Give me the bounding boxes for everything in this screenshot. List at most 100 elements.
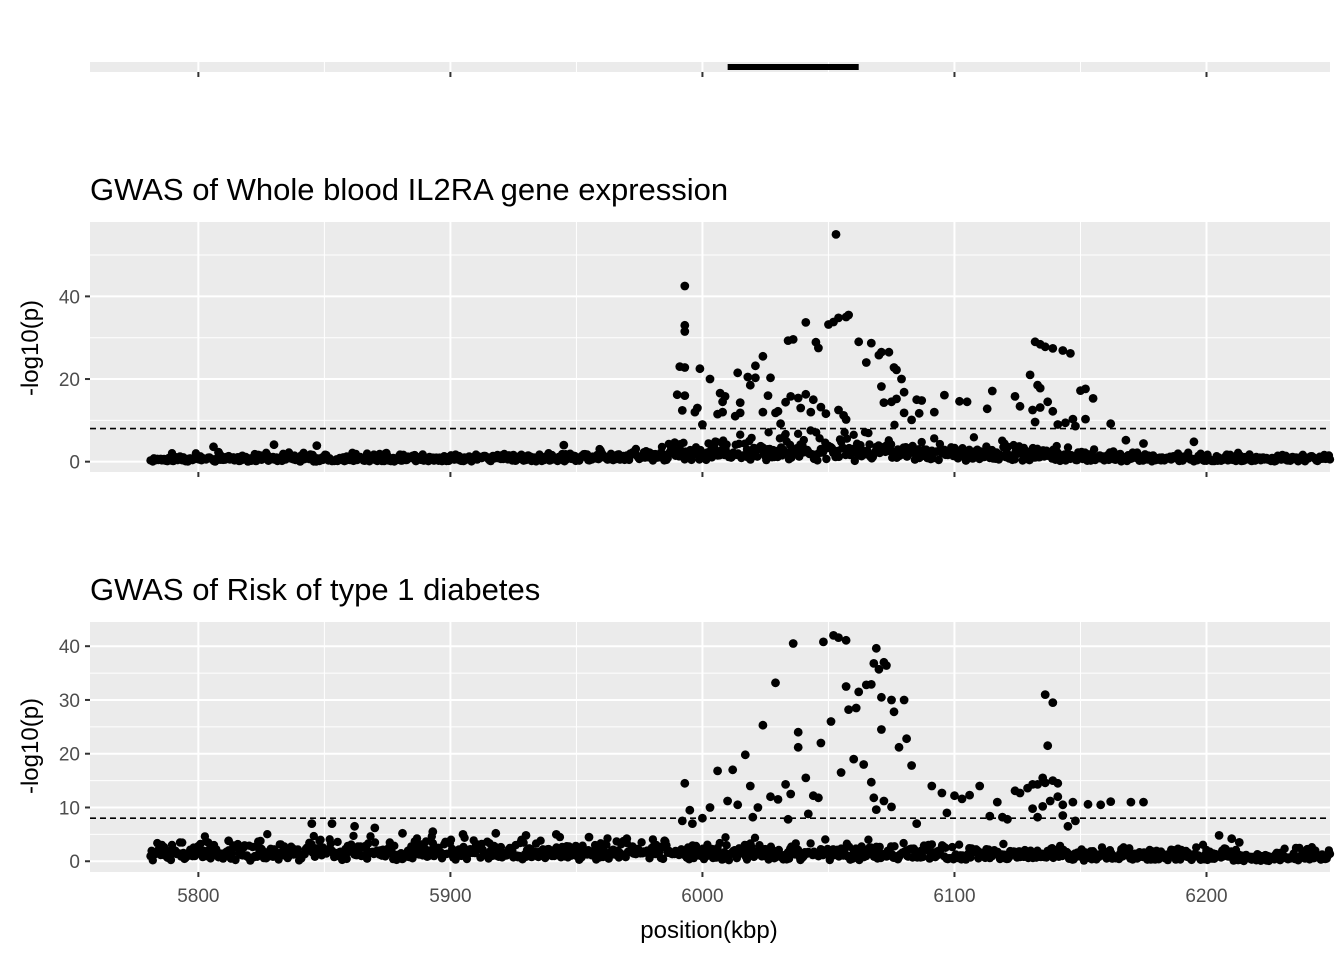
data-point bbox=[521, 831, 531, 840]
data-point bbox=[806, 839, 815, 848]
panel-t1d: GWAS of Risk of type 1 diabetes 0 10 20 30 4… bbox=[17, 572, 1335, 944]
data-point bbox=[713, 766, 722, 776]
data-point bbox=[842, 434, 852, 443]
data-point bbox=[907, 415, 916, 425]
data-point bbox=[764, 428, 773, 437]
data-point bbox=[312, 441, 322, 450]
data-point bbox=[658, 854, 668, 864]
y-tick-label: 0 bbox=[69, 852, 80, 873]
data-point bbox=[690, 407, 700, 417]
data-point bbox=[1035, 383, 1045, 393]
data-point bbox=[178, 838, 187, 847]
data-point bbox=[886, 440, 896, 449]
data-point bbox=[1139, 439, 1148, 448]
y-tick-label: 30 bbox=[59, 691, 80, 712]
y-tick-label: 0 bbox=[69, 453, 80, 474]
data-point bbox=[446, 835, 456, 844]
x-tick-label: 5800 bbox=[177, 886, 219, 907]
data-point bbox=[879, 657, 889, 667]
panel-background bbox=[90, 622, 1330, 872]
data-point bbox=[917, 396, 927, 405]
data-point bbox=[1068, 797, 1078, 807]
data-point bbox=[1096, 800, 1106, 810]
data-point bbox=[660, 836, 669, 846]
data-point bbox=[941, 843, 950, 852]
data-point bbox=[841, 415, 851, 424]
data-point bbox=[412, 834, 422, 843]
data-point bbox=[950, 791, 959, 801]
data-point bbox=[930, 434, 939, 443]
panel-expression: GWAS of Whole blood IL2RA gene expressio… bbox=[17, 172, 1335, 477]
y-axis-ticks: 0 10 20 30 40 bbox=[59, 637, 90, 873]
data-point bbox=[1043, 741, 1053, 751]
data-point bbox=[866, 338, 876, 348]
data-point bbox=[793, 727, 803, 737]
data-point bbox=[1040, 342, 1050, 352]
data-point bbox=[1043, 397, 1053, 407]
data-point bbox=[834, 313, 843, 323]
data-point bbox=[864, 428, 873, 438]
data-point bbox=[877, 382, 886, 391]
data-point bbox=[954, 840, 964, 849]
data-point bbox=[877, 692, 886, 702]
data-point bbox=[793, 429, 803, 438]
data-point bbox=[877, 725, 886, 734]
data-point bbox=[730, 411, 740, 421]
data-point bbox=[622, 834, 632, 844]
data-point bbox=[899, 408, 909, 418]
data-point bbox=[214, 447, 223, 457]
data-point bbox=[793, 845, 803, 854]
data-point bbox=[458, 830, 468, 839]
data-point bbox=[985, 811, 995, 821]
data-point bbox=[1192, 843, 1201, 852]
data-point bbox=[892, 394, 901, 404]
data-point bbox=[316, 835, 325, 844]
data-point bbox=[364, 839, 373, 848]
data-point bbox=[854, 337, 864, 347]
data-point bbox=[942, 808, 952, 818]
x-axis-ticks bbox=[197, 472, 1208, 477]
data-point bbox=[1139, 797, 1148, 807]
data-point bbox=[722, 440, 731, 449]
data-point bbox=[680, 281, 690, 291]
data-point bbox=[326, 839, 335, 848]
data-point bbox=[890, 420, 899, 429]
data-point bbox=[786, 392, 796, 401]
data-point bbox=[227, 849, 237, 858]
data-point bbox=[819, 637, 828, 647]
data-point bbox=[783, 336, 793, 345]
data-point bbox=[705, 374, 715, 384]
y-tick-label: 20 bbox=[59, 745, 80, 766]
data-point bbox=[879, 796, 889, 806]
data-point bbox=[751, 361, 760, 371]
data-point bbox=[1063, 821, 1073, 831]
data-point bbox=[637, 838, 646, 847]
y-axis-ticks: 0 20 40 bbox=[59, 287, 90, 474]
data-point bbox=[948, 842, 957, 852]
data-point bbox=[1035, 403, 1045, 412]
data-point bbox=[899, 695, 909, 705]
data-point bbox=[803, 809, 813, 819]
data-point bbox=[902, 734, 911, 744]
data-point bbox=[801, 773, 811, 783]
data-point bbox=[657, 442, 667, 452]
data-point bbox=[733, 368, 743, 378]
data-point bbox=[806, 407, 816, 417]
data-point bbox=[1234, 838, 1244, 847]
data-point bbox=[1063, 443, 1073, 452]
data-point bbox=[1052, 441, 1061, 451]
data-point bbox=[813, 456, 822, 465]
data-point bbox=[672, 390, 682, 400]
data-point bbox=[256, 836, 265, 846]
y-tick-label: 40 bbox=[59, 287, 80, 308]
data-point bbox=[844, 310, 853, 320]
data-point bbox=[342, 854, 351, 864]
data-point bbox=[899, 838, 908, 848]
data-point bbox=[771, 678, 780, 688]
data-point bbox=[1053, 778, 1063, 788]
data-point bbox=[934, 455, 943, 465]
data-point bbox=[859, 760, 869, 769]
data-point bbox=[713, 409, 722, 419]
data-point bbox=[783, 814, 793, 824]
data-point bbox=[735, 398, 745, 407]
